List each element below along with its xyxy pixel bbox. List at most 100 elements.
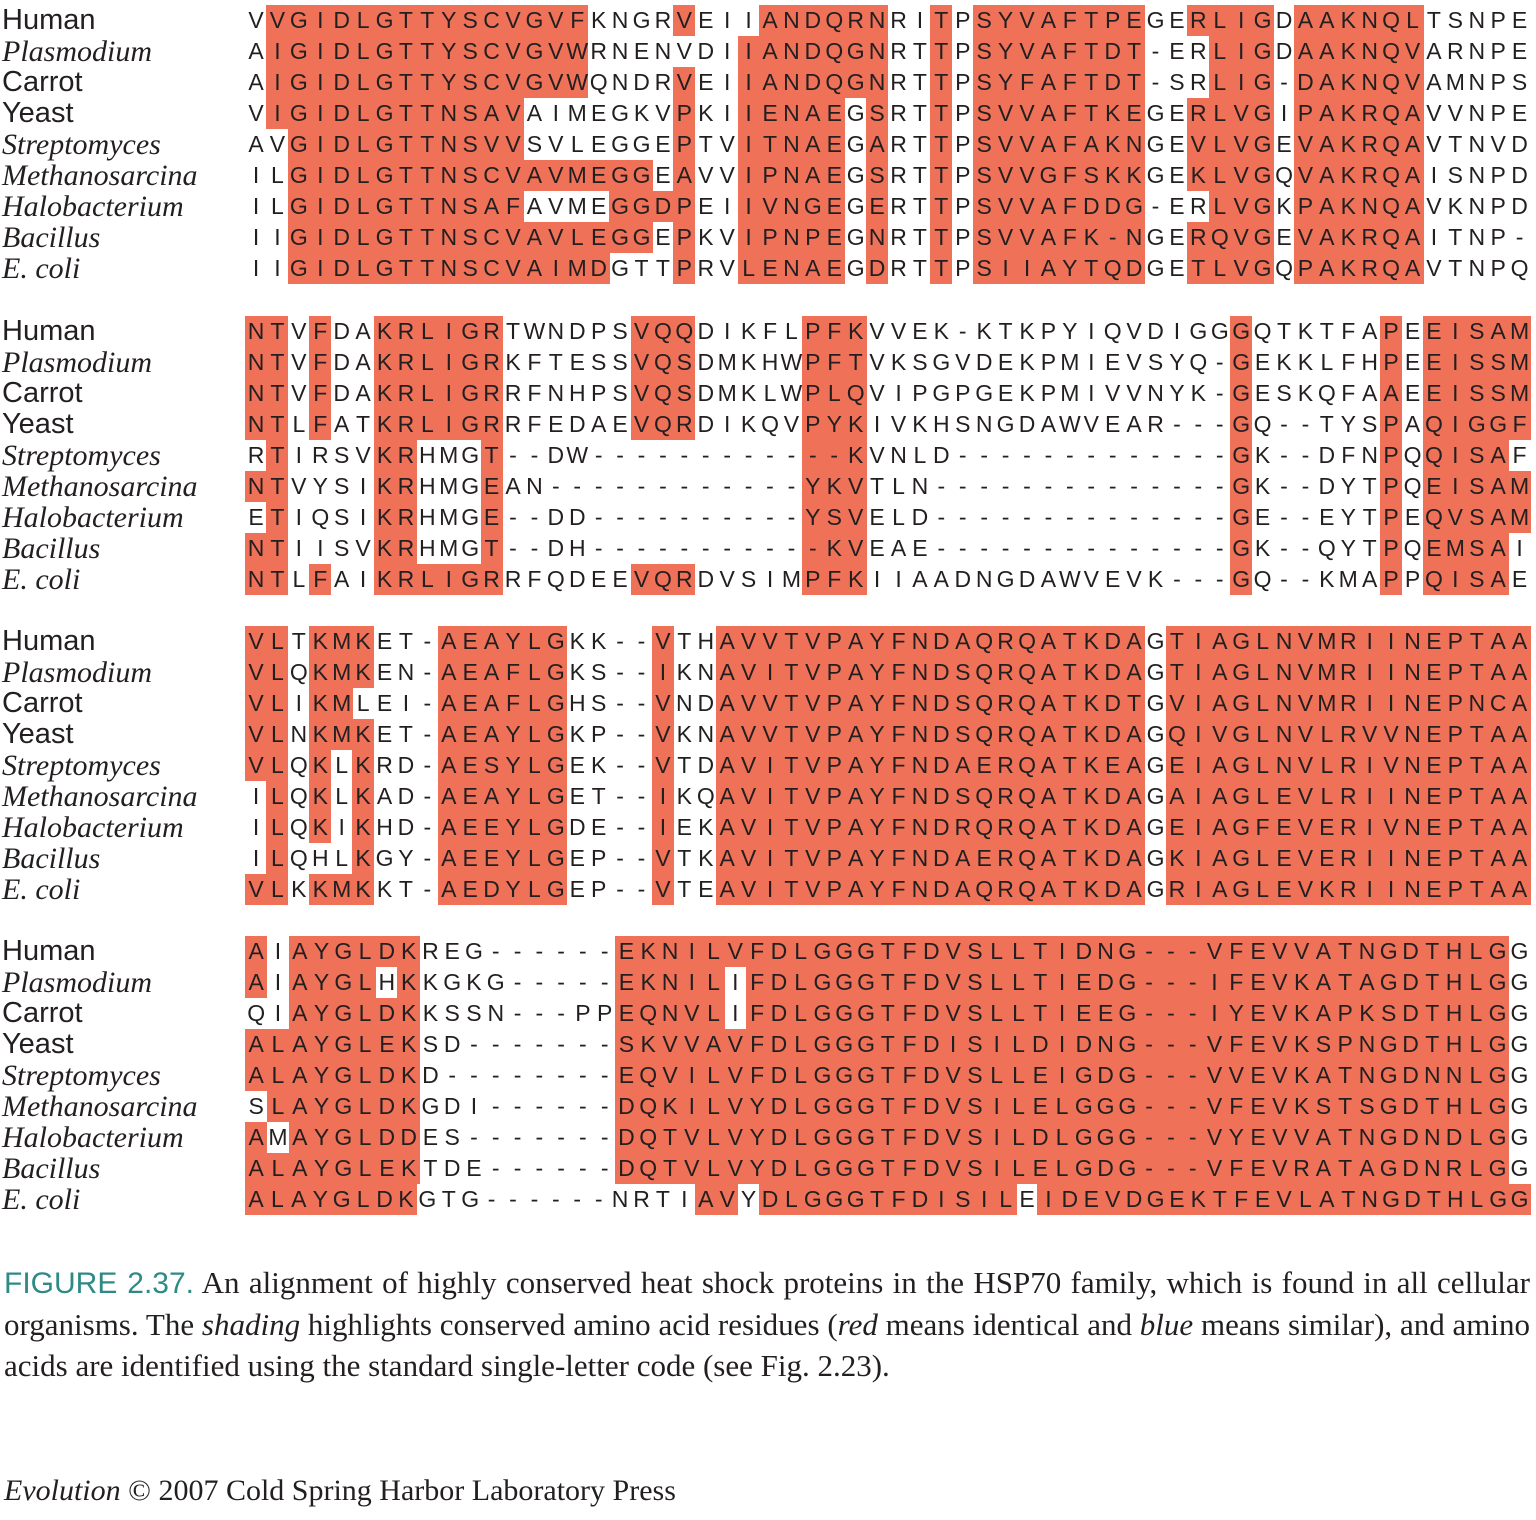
residue: Y [312,473,328,499]
residue: L [266,843,289,874]
residue: A [1037,5,1060,36]
residue: G [833,936,856,967]
residue: D [930,657,953,688]
residue: P [1490,193,1506,219]
residue: V [1290,1122,1313,1153]
residue: L [353,967,377,998]
residue: Q [1253,566,1272,592]
residue: - [513,938,522,964]
residue: V [1104,380,1121,406]
residue: V [1268,1060,1292,1091]
residue: D [443,1155,461,1181]
residue: N [1358,36,1381,67]
residue: N [908,657,931,688]
residue: G [1230,502,1253,533]
residue: T [677,628,692,654]
residue: F [309,378,332,409]
caption-emphasis: shading [201,1307,301,1342]
residue: I [680,1091,703,1122]
residue: V [759,719,782,750]
residue: V [1016,160,1039,191]
residue: T [998,318,1013,344]
residue: N [908,626,931,657]
residue: D [1029,1029,1052,1060]
residue: I [745,7,752,33]
residue: S [955,411,971,437]
alignment-row: Yeast V I G I D L G T T N S A V A I M E G K V P K I I E N A E G S R T T P S… [0,98,1536,129]
residue: I [941,1029,965,1060]
residue: D [443,1031,461,1057]
residue: E [1276,131,1292,157]
residue: T [1123,36,1146,67]
residue: T [1058,874,1081,905]
residue: T [1333,1153,1357,1184]
residue: A [1508,874,1531,905]
residue: E [459,781,482,812]
residue: P [1294,253,1317,284]
residue: K [397,1091,420,1122]
residue: F [309,564,332,595]
residue: Y [502,843,525,874]
residue: T [876,967,899,998]
residue: G [1116,1091,1139,1122]
residue: T [1276,318,1292,344]
residue: K [373,471,396,502]
residue: - [766,442,774,468]
residue: N [547,318,565,344]
residue: S [1447,162,1463,188]
residue: F [887,657,910,688]
residue: R [994,688,1017,719]
residue: I [1358,874,1381,905]
residue: D [767,967,791,998]
residue: R [1358,98,1381,129]
residue: K [676,721,692,747]
residue: Y [310,1122,333,1153]
residue: E [375,1029,399,1060]
residue: D [547,442,565,468]
residue: A [1123,626,1146,657]
residue: V [941,967,965,998]
residue: - [1137,1122,1161,1153]
residue: L [523,781,546,812]
residue: K [397,1029,420,1060]
residue: G [1251,67,1274,98]
caption-emphasis: red [837,1307,878,1342]
residue: - [766,504,774,530]
residue: G [373,98,396,129]
residue: K [1276,193,1292,219]
residue: P [1404,566,1421,592]
residue: T [356,411,371,437]
residue: I [1430,224,1438,250]
residue: G [544,688,567,719]
residue: S [951,657,974,688]
residue: K [1337,222,1360,253]
residue: S [1312,1091,1335,1122]
residue: I [1430,162,1438,188]
residue: G [1116,1153,1139,1184]
residue: N [1401,843,1424,874]
residue: I [1088,380,1095,406]
residue: V [655,100,671,126]
residue: A [1508,626,1531,657]
residue: L [523,719,546,750]
residue: L [271,193,284,219]
residue: A [1401,160,1424,191]
residue: - [530,1186,539,1212]
residue: A [1315,253,1338,284]
alignment-row: Streptomyces A V G I D L G T T N S V V S V L E G G E P T V I T N A E… [0,129,1536,160]
residue: F [823,564,846,595]
residue: N [780,253,803,284]
residue: T [930,253,953,284]
residue: - [801,533,824,564]
residue: A [1037,843,1060,874]
residue: A [1165,781,1188,812]
residue: K [1254,473,1271,499]
residue: P [1490,224,1506,250]
residue: T [1465,843,1488,874]
residue: V [544,67,567,98]
residue: V [480,129,503,160]
residue: A [1312,998,1335,1029]
residue: V [737,688,760,719]
